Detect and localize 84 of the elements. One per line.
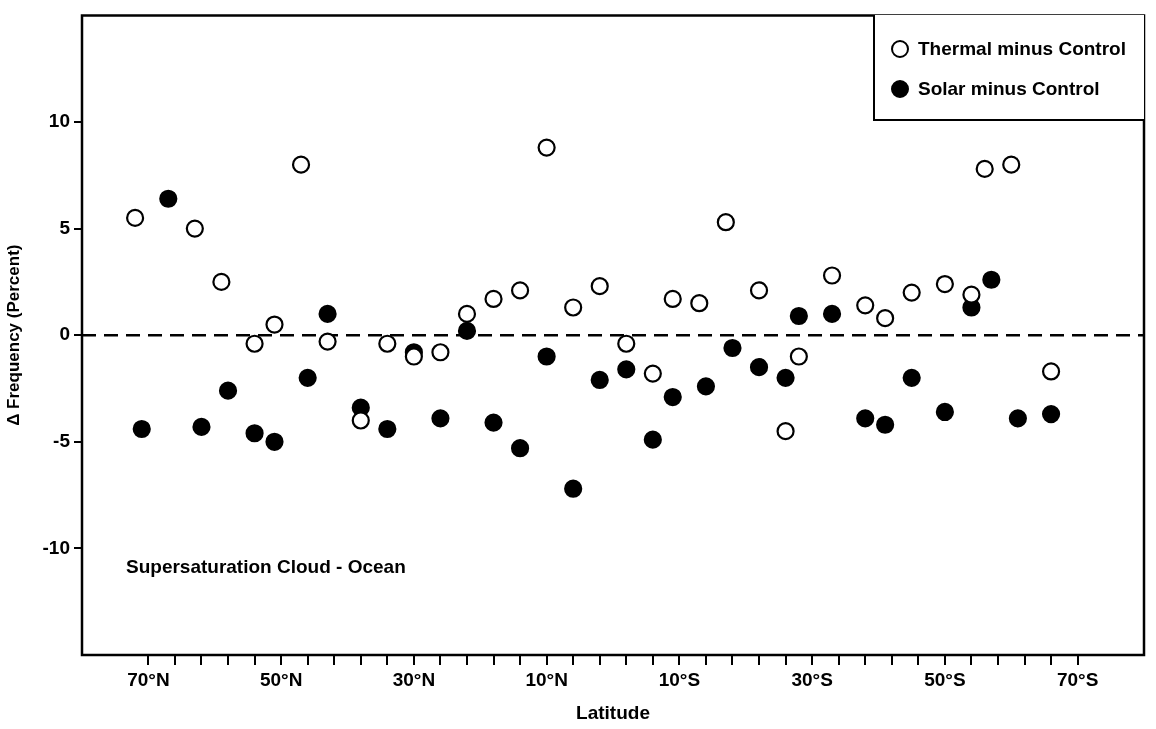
point: [776, 368, 795, 387]
point: [291, 155, 311, 174]
y-tick-label: 10: [48, 110, 70, 132]
point: [789, 306, 808, 326]
point: [876, 415, 895, 434]
point: [643, 430, 662, 449]
point: [298, 368, 317, 387]
point: [564, 479, 583, 498]
point: [192, 417, 211, 436]
point: [126, 208, 145, 228]
point: [982, 270, 1001, 289]
point: [822, 304, 842, 323]
annotation: Supersaturation Cloud - Ocean: [126, 556, 406, 577]
point: [723, 338, 742, 358]
point: [856, 296, 875, 315]
point: [431, 343, 450, 362]
point: [318, 332, 337, 351]
point: [351, 411, 370, 430]
x-tick-label: 70°N: [127, 668, 170, 690]
x-tick-label: 70°S: [1056, 668, 1099, 690]
point: [537, 138, 556, 157]
point: [564, 298, 583, 317]
point: [378, 419, 397, 439]
point: [484, 413, 503, 432]
point: [537, 347, 556, 366]
point: [457, 321, 477, 341]
point: [935, 402, 954, 422]
point: [404, 347, 423, 366]
point: [856, 409, 875, 428]
y-axis-title: Δ Frequency (Percent): [3, 244, 23, 426]
x-axis-title: Latitude: [576, 701, 650, 723]
point: [159, 189, 178, 208]
point: [1008, 409, 1027, 428]
point: [902, 368, 921, 387]
point: [716, 213, 735, 232]
point: [212, 272, 231, 291]
point: [590, 370, 609, 390]
point: [484, 289, 503, 309]
point: [643, 364, 662, 383]
x-tick-label: 10°N: [525, 668, 568, 690]
point: [378, 334, 397, 353]
point: [617, 334, 636, 353]
point: [1041, 362, 1061, 381]
point: [962, 285, 981, 304]
point: [776, 422, 795, 441]
legend-label: Solar minus Control: [918, 78, 1100, 101]
point: [663, 387, 682, 407]
point: [902, 283, 921, 302]
x-tick-label: 30°N: [392, 668, 436, 690]
point: [245, 334, 264, 353]
point: [975, 159, 994, 178]
point: [318, 304, 337, 323]
point: [1041, 404, 1061, 424]
x-tick-label: 50°S: [924, 668, 966, 690]
point: [749, 358, 769, 377]
point: [935, 274, 954, 294]
point: [690, 294, 709, 313]
point: [696, 377, 716, 396]
point: [789, 347, 808, 366]
point: [590, 277, 609, 296]
point: [265, 315, 284, 334]
point: [510, 281, 530, 300]
legend-label: Thermal minus Control: [918, 38, 1126, 61]
point: [245, 424, 264, 443]
x-tick-label: 50°N: [259, 668, 303, 690]
y-tick-label: -10: [42, 536, 70, 558]
point: [617, 360, 636, 379]
point: [132, 419, 151, 439]
point: [663, 289, 682, 309]
y-tick-label: 0: [59, 323, 70, 345]
point: [1002, 155, 1021, 174]
x-tick-label: 30°S: [791, 668, 833, 690]
point: [876, 309, 895, 328]
point: [431, 409, 450, 428]
point: [185, 219, 204, 238]
y-tick-label: -5: [53, 430, 71, 452]
x-tick-label: 10°S: [658, 668, 701, 690]
point: [822, 266, 842, 285]
point: [457, 304, 477, 323]
point: [265, 432, 284, 451]
point: [218, 381, 238, 400]
point: [510, 439, 530, 458]
y-tick-label: 5: [59, 216, 71, 238]
point: [749, 281, 769, 300]
